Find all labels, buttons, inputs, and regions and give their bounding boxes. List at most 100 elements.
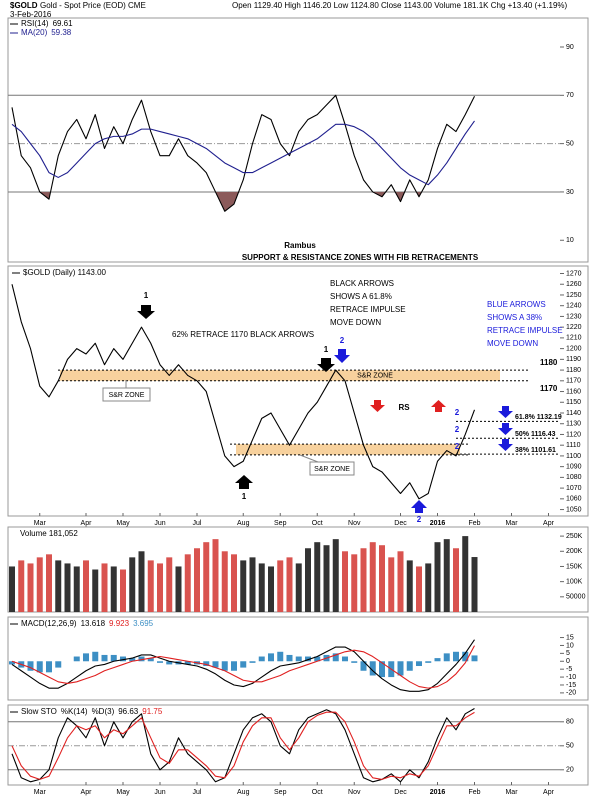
blue-note: MOVE DOWN xyxy=(487,339,538,348)
x-tick-label: Aug xyxy=(237,789,250,796)
histogram-bar xyxy=(120,656,126,662)
histogram-bar xyxy=(332,653,339,662)
y-tick-label: 15 xyxy=(566,634,574,641)
histogram-bar xyxy=(443,653,450,662)
legend-value: 9.923 xyxy=(109,619,130,628)
zone-callout: S&R ZONE xyxy=(109,392,145,399)
volume-bar xyxy=(406,560,413,612)
histogram-bar xyxy=(46,661,52,673)
histogram-bar xyxy=(73,656,80,662)
histogram-bar xyxy=(55,661,62,668)
x-tick-label: Aug xyxy=(237,520,250,527)
black-arrow xyxy=(235,475,253,489)
histogram-bar xyxy=(360,661,367,671)
blue-arrow xyxy=(334,349,350,363)
quote: Open 1129.40 High 1146.20 Low 1124.80 Cl… xyxy=(232,1,568,10)
y-tick-label: 1100 xyxy=(566,453,581,460)
x-tick-label: Feb xyxy=(468,520,480,527)
x-tick-label: Feb xyxy=(468,789,480,796)
wave-label: 1 xyxy=(242,492,247,501)
blue-arrow xyxy=(498,439,513,451)
histogram-bar xyxy=(369,661,376,676)
volume-bar xyxy=(166,557,173,612)
y-tick-label: 1260 xyxy=(566,281,582,288)
legend-label: MA(20) xyxy=(21,28,48,37)
histogram-bar xyxy=(221,661,228,671)
y-tick-label: 50000 xyxy=(566,594,586,601)
y-tick-label: 1130 xyxy=(566,421,581,428)
legend-label: Slow STO xyxy=(21,707,57,716)
x-tick-label: Dec xyxy=(394,789,407,796)
legend-value: 96.63 xyxy=(118,707,139,716)
y-tick-label: 30 xyxy=(566,189,574,196)
legend-value: 69.61 xyxy=(53,19,74,28)
legend-label: MACD(12,26,9) xyxy=(21,619,77,628)
volume-bar xyxy=(9,566,15,612)
data-line xyxy=(11,120,475,186)
fib-label: 61.8% 1132.19 xyxy=(515,414,562,421)
data-line xyxy=(11,284,476,500)
histogram-bar xyxy=(83,653,89,662)
wave-label: 2 xyxy=(455,408,460,417)
y-tick-label: 20 xyxy=(566,767,574,774)
volume-bar xyxy=(295,563,302,612)
x-tick-label: Jun xyxy=(154,789,165,796)
histogram-bar xyxy=(129,658,136,662)
histogram-bar xyxy=(101,654,108,662)
histogram-bar xyxy=(351,661,358,663)
black-arrow xyxy=(137,305,155,319)
histogram-bar xyxy=(157,661,163,663)
x-tick-label: Nov xyxy=(348,520,361,527)
blue-arrow xyxy=(411,500,427,513)
volume-bar xyxy=(286,557,293,612)
y-tick-label: 50 xyxy=(566,743,574,750)
legend-label: %K(14) xyxy=(61,707,88,716)
y-tick-label: -20 xyxy=(566,690,576,697)
histogram-bar xyxy=(258,656,265,662)
y-tick-label: 1050 xyxy=(566,506,582,513)
y-tick-label: 1200 xyxy=(566,345,582,352)
volume-bar xyxy=(397,551,404,612)
y-tick-label: 1070 xyxy=(566,485,582,492)
volume-bar xyxy=(332,539,339,612)
x-tick-label: Apr xyxy=(543,520,555,527)
volume-bar xyxy=(258,563,265,612)
y-tick-label: 90 xyxy=(566,44,574,51)
volume-bar xyxy=(110,566,117,612)
callout-line xyxy=(299,454,319,463)
y-tick-label: 250K xyxy=(566,533,583,540)
histogram-bar xyxy=(434,658,441,662)
volume-bar xyxy=(323,545,330,612)
histogram-bar xyxy=(305,656,311,662)
black-note: RETRACE IMPULSE xyxy=(330,305,406,314)
volume-bar xyxy=(73,566,80,612)
legend-value: 91.75 xyxy=(142,707,163,716)
volume-bar xyxy=(194,548,200,612)
chart-title: $GOLD (Daily) 1143.00 xyxy=(23,268,107,277)
fib-label: 50% 1116.43 xyxy=(515,431,556,438)
y-tick-label: 1180 xyxy=(566,367,581,374)
wave-label: 2 xyxy=(455,425,460,434)
zone-callout: S&R ZONE xyxy=(314,466,350,473)
x-tick-label: 2016 xyxy=(430,520,446,527)
volume-bar xyxy=(92,569,99,612)
y-tick-label: 1140 xyxy=(566,410,581,417)
volume-bar xyxy=(471,557,478,612)
histogram-bar xyxy=(240,661,247,668)
histogram-bar xyxy=(36,661,43,673)
zone-label: S&R ZONE xyxy=(357,372,393,379)
panel-frame xyxy=(7,17,589,263)
y-tick-label: 80 xyxy=(566,719,574,726)
data-line xyxy=(11,708,475,783)
histogram-bar xyxy=(314,656,321,662)
y-tick-label: 1240 xyxy=(566,303,582,310)
red-arrow xyxy=(370,400,385,412)
y-tick-label: 1160 xyxy=(566,388,581,395)
y-tick-label: 10 xyxy=(566,237,574,244)
volume-bar xyxy=(369,542,376,612)
y-tick-label: 0 xyxy=(566,658,570,665)
symbol: $GOLD xyxy=(10,1,38,10)
wave-label: 1 xyxy=(324,345,329,354)
legend-label: RSI(14) xyxy=(21,19,49,28)
x-tick-label: Oct xyxy=(312,520,323,527)
